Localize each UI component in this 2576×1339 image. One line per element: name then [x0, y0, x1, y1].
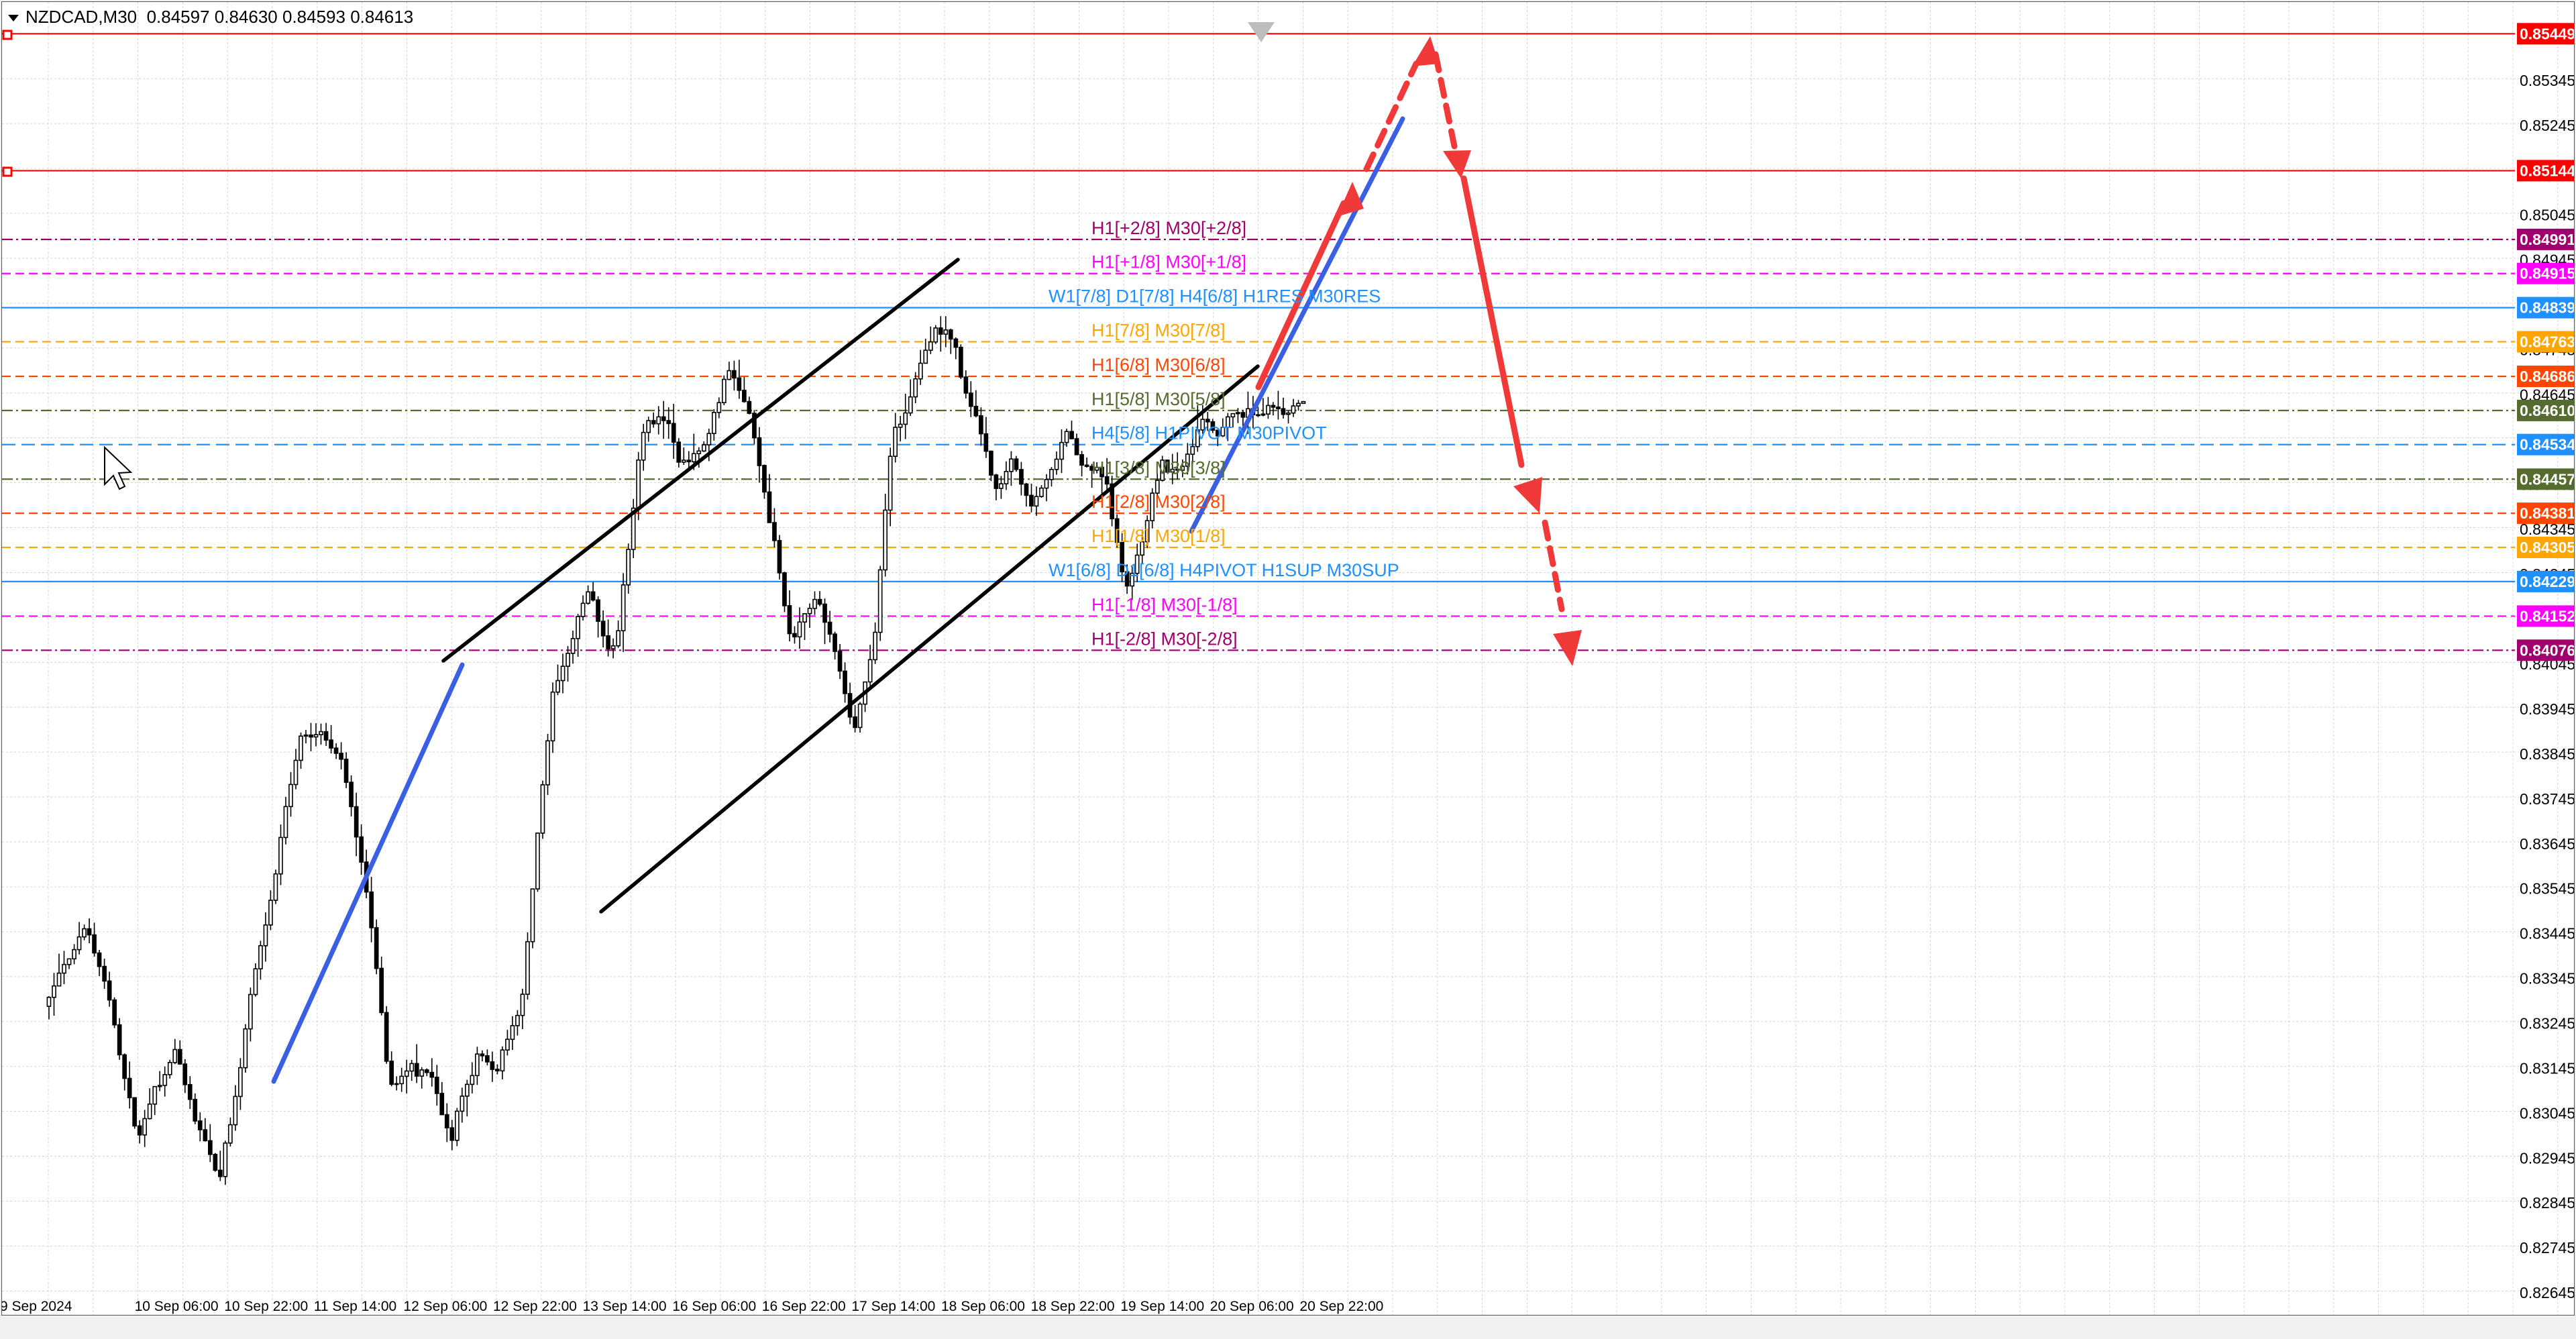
svg-text:10 Sep 06:00: 10 Sep 06:00: [135, 1299, 219, 1314]
svg-text:H1[-1/8] M30[-1/8]: H1[-1/8] M30[-1/8]: [1091, 594, 1238, 614]
svg-text:0.84839: 0.84839: [2520, 299, 2575, 317]
svg-text:0.85144: 0.85144: [2520, 162, 2575, 179]
svg-text:16 Sep 22:00: 16 Sep 22:00: [762, 1299, 846, 1314]
svg-text:12 Sep 06:00: 12 Sep 06:00: [403, 1299, 487, 1314]
svg-text:W1[7/8] D1[7/8] H4[6/8] H1RES: W1[7/8] D1[7/8] H4[6/8] H1RES M30RES: [1049, 286, 1381, 307]
svg-text:0.85449: 0.85449: [2520, 25, 2575, 42]
svg-text:17 Sep 14:00: 17 Sep 14:00: [851, 1299, 935, 1314]
svg-text:20 Sep 06:00: 20 Sep 06:00: [1210, 1299, 1294, 1314]
svg-text:0.83145: 0.83145: [2520, 1059, 2575, 1077]
svg-text:20 Sep 22:00: 20 Sep 22:00: [1299, 1299, 1383, 1314]
svg-text:H1[5/8] M30[5/8]: H1[5/8] M30[5/8]: [1091, 389, 1226, 409]
svg-text:12 Sep 22:00: 12 Sep 22:00: [493, 1299, 577, 1314]
svg-text:18 Sep 22:00: 18 Sep 22:00: [1031, 1299, 1115, 1314]
svg-text:18 Sep 06:00: 18 Sep 06:00: [941, 1299, 1025, 1314]
svg-text:H4[5/8] H1PIVOT M30PIVOT: H4[5/8] H1PIVOT M30PIVOT: [1091, 423, 1327, 443]
svg-text:0.84229: 0.84229: [2520, 573, 2575, 590]
svg-text:0.83345: 0.83345: [2520, 970, 2575, 987]
svg-text:0.83445: 0.83445: [2520, 925, 2575, 943]
svg-text:0.84610: 0.84610: [2520, 402, 2575, 419]
svg-text:11 Sep 14:00: 11 Sep 14:00: [314, 1299, 396, 1314]
svg-text:0.84152: 0.84152: [2520, 607, 2575, 625]
svg-text:H1[+1/8] M30[+1/8]: H1[+1/8] M30[+1/8]: [1091, 252, 1246, 272]
svg-text:0.83945: 0.83945: [2520, 700, 2575, 718]
svg-text:16 Sep 06:00: 16 Sep 06:00: [672, 1299, 756, 1314]
svg-text:0.84457: 0.84457: [2520, 470, 2575, 488]
svg-text:0.84915: 0.84915: [2520, 265, 2575, 282]
svg-text:0.84305: 0.84305: [2520, 539, 2575, 556]
svg-text:H1[2/8] M30[2/8]: H1[2/8] M30[2/8]: [1091, 492, 1226, 512]
svg-text:0.84381: 0.84381: [2520, 504, 2575, 522]
svg-text:W1[6/8] D1[6/8] H4PIVOT H1SUP: W1[6/8] D1[6/8] H4PIVOT H1SUP M30SUP: [1049, 560, 1399, 580]
svg-text:0.84991: 0.84991: [2520, 231, 2575, 248]
svg-text:0.83545: 0.83545: [2520, 880, 2575, 898]
svg-text:0.84534: 0.84534: [2520, 436, 2575, 453]
svg-text:13 Sep 14:00: 13 Sep 14:00: [583, 1299, 667, 1314]
svg-text:0.82845: 0.82845: [2520, 1194, 2575, 1212]
svg-text:H1[-2/8] M30[-2/8]: H1[-2/8] M30[-2/8]: [1091, 629, 1238, 649]
svg-text:H1[7/8] M30[7/8]: H1[7/8] M30[7/8]: [1091, 321, 1226, 341]
svg-text:0.82645: 0.82645: [2520, 1284, 2575, 1301]
svg-text:0.85245: 0.85245: [2520, 117, 2575, 134]
svg-text:9 Sep 2024: 9 Sep 2024: [2, 1299, 72, 1314]
svg-text:0.83745: 0.83745: [2520, 790, 2575, 808]
svg-text:H1[+2/8] M30[+2/8]: H1[+2/8] M30[+2/8]: [1091, 218, 1246, 238]
svg-text:0.83245: 0.83245: [2520, 1015, 2575, 1032]
svg-text:10 Sep 22:00: 10 Sep 22:00: [224, 1299, 308, 1314]
svg-text:0.83845: 0.83845: [2520, 745, 2575, 763]
svg-text:H1[6/8] M30[6/8]: H1[6/8] M30[6/8]: [1091, 355, 1226, 375]
svg-text:0.84686: 0.84686: [2520, 368, 2575, 385]
svg-text:19 Sep 14:00: 19 Sep 14:00: [1120, 1299, 1204, 1314]
svg-text:0.85045: 0.85045: [2520, 207, 2575, 224]
svg-text:H1[3/8] M30[3/8]: H1[3/8] M30[3/8]: [1091, 458, 1226, 478]
svg-text:0.84076: 0.84076: [2520, 641, 2575, 659]
svg-text:0.82745: 0.82745: [2520, 1239, 2575, 1256]
svg-text:0.83645: 0.83645: [2520, 835, 2575, 853]
svg-text:H1[1/8] M30[1/8]: H1[1/8] M30[1/8]: [1091, 526, 1226, 546]
svg-text:0.83045: 0.83045: [2520, 1104, 2575, 1122]
svg-text:0.82945: 0.82945: [2520, 1149, 2575, 1167]
svg-text:0.84763: 0.84763: [2520, 333, 2575, 351]
svg-text:0.85345: 0.85345: [2520, 72, 2575, 89]
